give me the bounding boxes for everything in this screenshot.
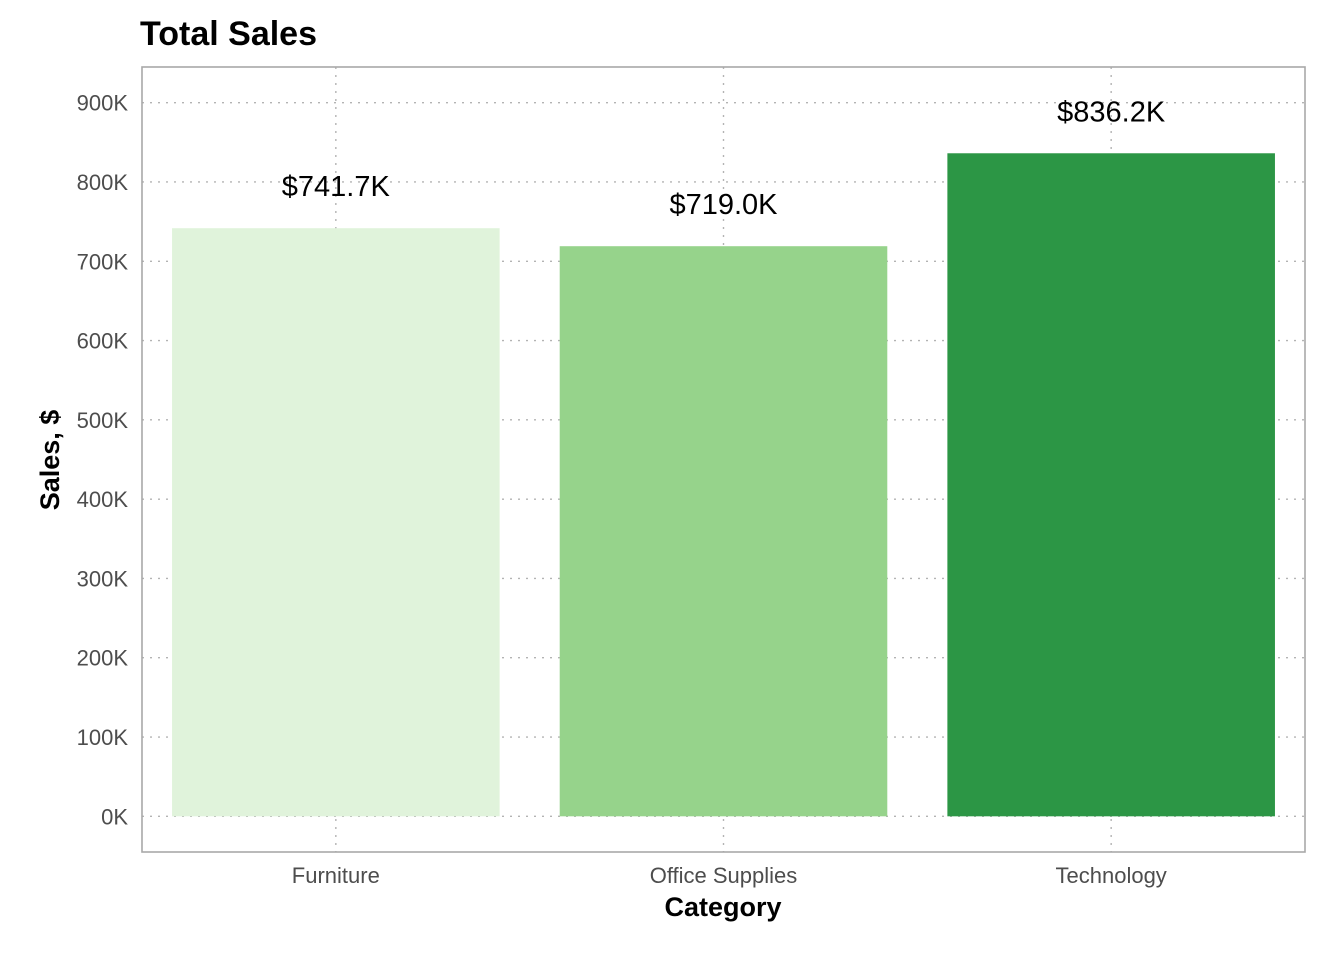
chart-title: Total Sales: [140, 15, 317, 53]
y-tick-label: 600K: [77, 329, 129, 354]
bar-value-label: $836.2K: [1057, 96, 1166, 128]
bar-value-label: $719.0K: [669, 189, 778, 221]
plot-panel-border: [141, 66, 1306, 853]
x-axis-title: Category: [664, 892, 781, 922]
bar-technology: [947, 153, 1275, 817]
x-axis-ticks: Furniture Office Supplies Technology: [292, 863, 1167, 888]
bar-office-supplies: [559, 246, 888, 817]
x-tick-label: Technology: [1056, 863, 1167, 888]
y-axis-title: Sales, $: [35, 410, 65, 511]
x-tick-label: Furniture: [292, 863, 380, 888]
bar-furniture: [172, 228, 500, 817]
y-tick-label: 100K: [77, 725, 129, 750]
y-tick-label: 300K: [77, 566, 129, 591]
y-tick-label: 400K: [77, 487, 129, 512]
y-tick-label: 500K: [77, 408, 129, 433]
bars: [172, 153, 1275, 817]
y-tick-label: 0K: [101, 804, 128, 829]
data-labels: $741.7K $719.0K $836.2K: [282, 96, 1166, 221]
y-tick-label: 700K: [77, 249, 129, 274]
y-tick-label: 800K: [77, 170, 129, 195]
y-tick-label: 900K: [77, 91, 129, 116]
y-axis-ticks: 0K 100K 200K 300K 400K 500K 600K 700K 800K 900K: [77, 91, 129, 830]
x-tick-label: Office Supplies: [650, 863, 798, 888]
bar-value-label: $741.7K: [282, 171, 391, 203]
y-tick-label: 200K: [77, 646, 129, 671]
